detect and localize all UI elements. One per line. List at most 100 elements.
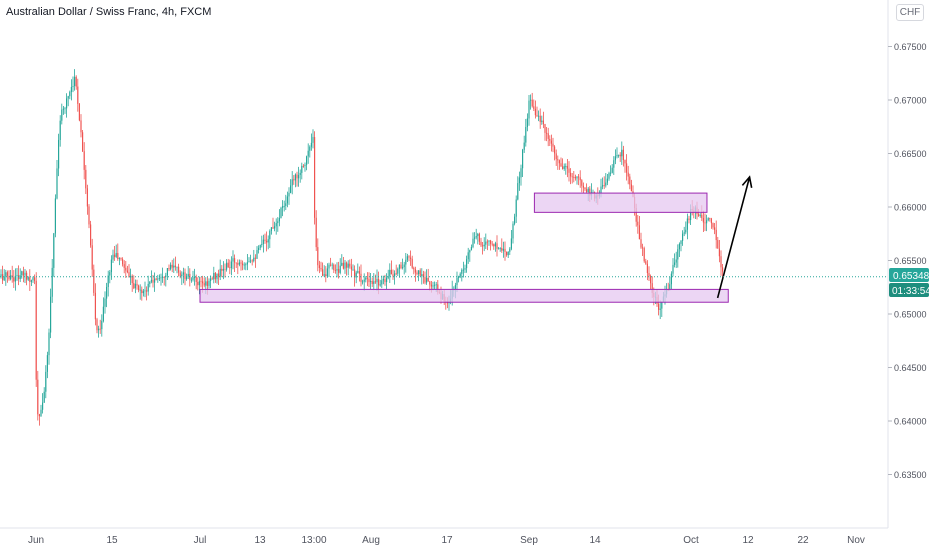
candle-body [200, 281, 202, 283]
candle-body [526, 118, 528, 128]
candle-body [387, 276, 389, 278]
last-price-badge [889, 268, 929, 282]
candle-body [309, 146, 311, 151]
candle-body [19, 275, 21, 280]
candle-body [125, 267, 127, 271]
candle-body [603, 185, 605, 187]
candle-body [160, 277, 162, 279]
candle-body [390, 269, 392, 275]
candle-body [635, 208, 637, 222]
candle-body [539, 115, 541, 122]
price-tick-label: 0.67000 [894, 96, 927, 106]
candle-body [560, 163, 562, 167]
candle-body [606, 178, 608, 183]
candle-body [629, 176, 631, 185]
candle-body [670, 273, 672, 285]
time-tick-label: 12 [742, 535, 754, 546]
candle-body [637, 221, 639, 226]
candle-body [245, 264, 247, 266]
candle-body [506, 251, 508, 256]
candle-body [642, 247, 644, 249]
candle-body [466, 259, 468, 269]
candle-body [435, 284, 437, 286]
candle-body [510, 238, 512, 249]
currency-button[interactable]: CHF [896, 4, 924, 21]
candle-body [419, 270, 421, 276]
candle-body [541, 120, 543, 122]
candle-body [186, 276, 188, 280]
candle-body [658, 303, 660, 310]
candle-body [150, 279, 152, 282]
candle-body [243, 264, 245, 266]
candle-body [542, 120, 544, 125]
candle-body [235, 262, 237, 264]
candle-body [518, 177, 520, 184]
candle-body [517, 183, 519, 200]
time-axis[interactable]: Jun 15 Jul 13 13:00 Aug 17 Sep 14 Oct 12 22 Nov [28, 535, 865, 546]
candle-body [110, 259, 112, 273]
candle-body [149, 281, 151, 284]
candle-body [78, 103, 80, 121]
candle-body [699, 214, 701, 216]
candle-body [157, 278, 159, 280]
candle-body [462, 269, 464, 271]
candle-body [259, 245, 261, 248]
candle-body [470, 247, 472, 251]
candle-body [563, 166, 565, 169]
candle-body [678, 243, 680, 250]
candle-body [50, 296, 52, 333]
candle-body [154, 278, 156, 283]
candle-body [307, 150, 309, 157]
candle-body [494, 243, 496, 247]
candle-body [74, 76, 76, 87]
candle-body [107, 275, 109, 288]
price-tick-label: 0.64500 [894, 363, 927, 373]
price-tick-label: 0.65500 [894, 256, 927, 266]
candle-body [214, 272, 216, 280]
candle-body [93, 269, 95, 293]
candle-body [195, 276, 197, 282]
drawings-layer[interactable] [199, 175, 753, 303]
candle-body [43, 391, 45, 403]
candle-body [66, 98, 68, 109]
candle-body [486, 241, 488, 243]
candle-body [469, 250, 471, 253]
candle-body [146, 290, 148, 292]
candle-body [546, 132, 548, 134]
candle-body [533, 106, 535, 109]
candle-body [478, 233, 480, 242]
candle-body [248, 261, 250, 263]
candle-body [714, 227, 716, 230]
candle-body [677, 249, 679, 260]
candle-body [477, 233, 479, 237]
candle-body [302, 165, 304, 167]
candle-body [238, 262, 240, 265]
candle-body [334, 270, 336, 271]
time-tick-label: Oct [683, 535, 699, 546]
candle-body [88, 206, 90, 225]
time-tick-label: Jun [28, 535, 44, 546]
candle-body [171, 264, 173, 268]
candle-body [336, 268, 338, 271]
candle-body [181, 274, 183, 277]
price-axis[interactable]: 0.63500 0.64000 0.64500 0.65000 0.65500 0.660… [888, 42, 927, 480]
candle-body [240, 262, 242, 264]
candle-body [106, 287, 108, 299]
candle-body [448, 302, 450, 304]
candle-body [253, 257, 255, 262]
candle-body [613, 160, 615, 168]
candle-body [366, 277, 368, 279]
candle-body [528, 100, 530, 119]
candle-body [555, 153, 557, 160]
candle-body [488, 240, 490, 242]
candle-body [3, 276, 5, 281]
candle-body [213, 272, 215, 280]
candle-body [61, 109, 63, 121]
candle-body [717, 240, 719, 249]
candle-body [422, 274, 424, 278]
candle-body [480, 241, 482, 246]
candle-body [246, 262, 248, 265]
candle-body [192, 277, 194, 280]
candle-body [230, 261, 232, 269]
